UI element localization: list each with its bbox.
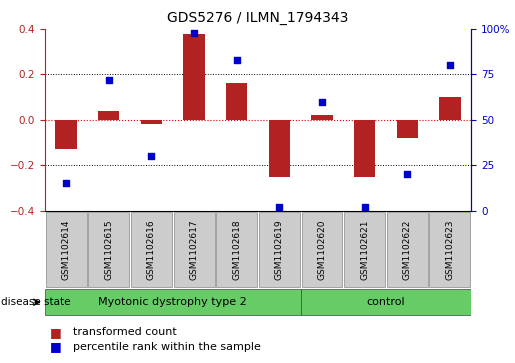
Text: GSM1102623: GSM1102623 [445, 219, 454, 280]
Text: GSM1102616: GSM1102616 [147, 219, 156, 280]
Point [190, 30, 198, 36]
Text: GSM1102619: GSM1102619 [275, 219, 284, 280]
Text: GSM1102622: GSM1102622 [403, 219, 412, 280]
Bar [439, 97, 460, 120]
Bar [344, 212, 385, 287]
Text: Myotonic dystrophy type 2: Myotonic dystrophy type 2 [98, 297, 247, 307]
Text: ■: ■ [50, 340, 62, 353]
Text: GSM1102617: GSM1102617 [190, 219, 199, 280]
Bar [430, 212, 470, 287]
Text: control: control [367, 297, 405, 307]
Bar [174, 212, 215, 287]
Point [105, 77, 113, 83]
Bar [131, 212, 172, 287]
Bar [98, 111, 119, 120]
Text: GSM1102615: GSM1102615 [104, 219, 113, 280]
Point [275, 204, 283, 210]
Point [360, 204, 369, 210]
Text: ■: ■ [50, 326, 62, 339]
Bar [397, 120, 418, 138]
Point [233, 57, 241, 63]
Point [318, 99, 326, 105]
Point [446, 62, 454, 68]
Text: disease state: disease state [1, 297, 71, 307]
Bar [354, 120, 375, 176]
Bar [301, 289, 471, 315]
Bar [387, 212, 428, 287]
Text: percentile rank within the sample: percentile rank within the sample [73, 342, 261, 352]
Bar [301, 212, 342, 287]
Bar [183, 33, 205, 120]
Bar [226, 83, 247, 120]
Bar [311, 115, 333, 120]
Point [403, 171, 411, 177]
Title: GDS5276 / ILMN_1794343: GDS5276 / ILMN_1794343 [167, 11, 349, 25]
Text: GSM1102614: GSM1102614 [62, 219, 71, 280]
Bar [46, 212, 87, 287]
Point [147, 153, 156, 159]
Text: GSM1102620: GSM1102620 [317, 219, 327, 280]
Bar [45, 289, 301, 315]
Bar [259, 212, 300, 287]
Text: GSM1102618: GSM1102618 [232, 219, 241, 280]
Bar [141, 120, 162, 124]
Text: transformed count: transformed count [73, 327, 177, 337]
Text: GSM1102621: GSM1102621 [360, 219, 369, 280]
Bar [88, 212, 129, 287]
Bar [269, 120, 290, 176]
Bar [216, 212, 257, 287]
Bar [56, 120, 77, 149]
Point [62, 180, 70, 186]
